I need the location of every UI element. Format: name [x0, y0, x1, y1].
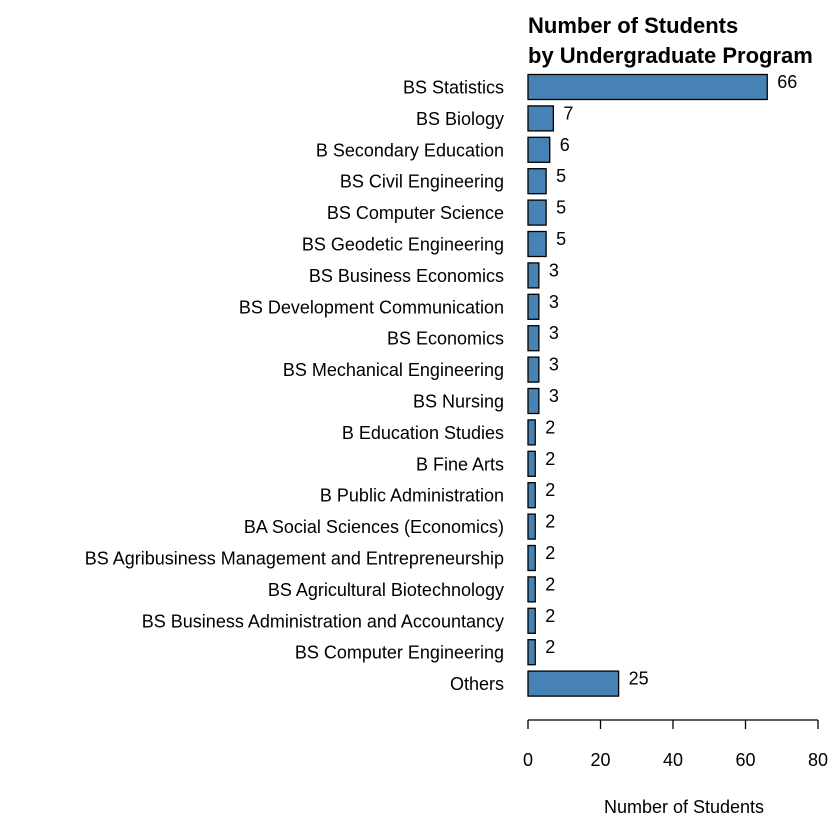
category-label: BS Biology — [416, 109, 504, 129]
x-tick-label: 40 — [663, 750, 683, 770]
x-axis: 0 20 40 60 80 — [523, 719, 828, 770]
bar — [527, 387, 540, 415]
x-axis-title: Number of Students — [604, 797, 764, 817]
value-label: 3 — [549, 386, 559, 406]
category-label: BS Business Economics — [309, 266, 504, 286]
category-label: BS Development Communication — [239, 297, 504, 317]
value-label: 2 — [545, 449, 555, 469]
category-label: BA Social Sciences (Economics) — [244, 517, 504, 537]
value-label: 7 — [563, 103, 573, 123]
chart-title-line-2: by Undergraduate Program — [528, 43, 813, 68]
category-label: B Education Studies — [342, 423, 504, 443]
category-label: BS Nursing — [413, 392, 504, 412]
bars-group: BS Statistics 66 BS Biology 7 B Secondary Ed… — [85, 72, 797, 697]
value-label: 3 — [549, 355, 559, 375]
value-label: 66 — [777, 72, 797, 92]
category-label: BS Economics — [387, 329, 504, 349]
bar — [527, 73, 768, 101]
bar — [527, 544, 536, 572]
category-label: BS Computer Engineering — [295, 643, 504, 663]
value-label: 5 — [556, 198, 566, 218]
category-label: BS Agribusiness Management and Entrepren… — [85, 549, 504, 569]
category-label: B Secondary Education — [316, 140, 504, 160]
category-label: BS Statistics — [403, 78, 504, 98]
value-label: 5 — [556, 166, 566, 186]
bar — [527, 199, 547, 226]
category-label: BS Computer Science — [327, 203, 504, 223]
value-label: 2 — [545, 606, 555, 626]
x-tick-label: 0 — [523, 750, 533, 770]
value-label: 5 — [556, 229, 566, 249]
category-label: BS Civil Engineering — [340, 172, 504, 192]
bar — [527, 168, 547, 195]
value-label: 25 — [629, 669, 649, 689]
bar — [527, 576, 536, 603]
x-tick-label: 60 — [735, 750, 755, 770]
value-label: 3 — [549, 260, 559, 280]
value-label: 2 — [545, 543, 555, 563]
bar — [527, 325, 540, 352]
bar — [527, 670, 620, 697]
category-label: BS Mechanical Engineering — [283, 360, 504, 380]
bar — [527, 607, 536, 634]
bar — [527, 105, 555, 132]
category-label: BS Geodetic Engineering — [302, 235, 504, 255]
value-label: 2 — [545, 480, 555, 500]
bar — [527, 419, 536, 446]
bar — [527, 293, 540, 320]
bar — [527, 482, 536, 509]
value-label: 2 — [545, 417, 555, 437]
category-label: BS Business Administration and Accountan… — [142, 611, 504, 631]
chart-title-line-1: Number of Students — [528, 13, 738, 38]
value-label: 3 — [549, 323, 559, 343]
bar — [527, 136, 551, 163]
bar — [527, 262, 540, 289]
category-label: B Public Administration — [320, 486, 504, 506]
bar — [527, 450, 536, 477]
category-label: Others — [450, 674, 504, 694]
x-tick-label: 20 — [590, 750, 610, 770]
value-label: 3 — [549, 292, 559, 312]
bar — [527, 356, 540, 383]
bar — [527, 513, 536, 540]
category-label: BS Agricultural Biotechnology — [268, 580, 504, 600]
bar — [527, 639, 536, 666]
x-tick-label: 80 — [808, 750, 828, 770]
value-label: 2 — [545, 637, 555, 657]
value-label: 6 — [560, 135, 570, 155]
category-label: B Fine Arts — [416, 454, 504, 474]
value-label: 2 — [545, 574, 555, 594]
bar — [527, 230, 547, 258]
value-label: 2 — [545, 512, 555, 532]
